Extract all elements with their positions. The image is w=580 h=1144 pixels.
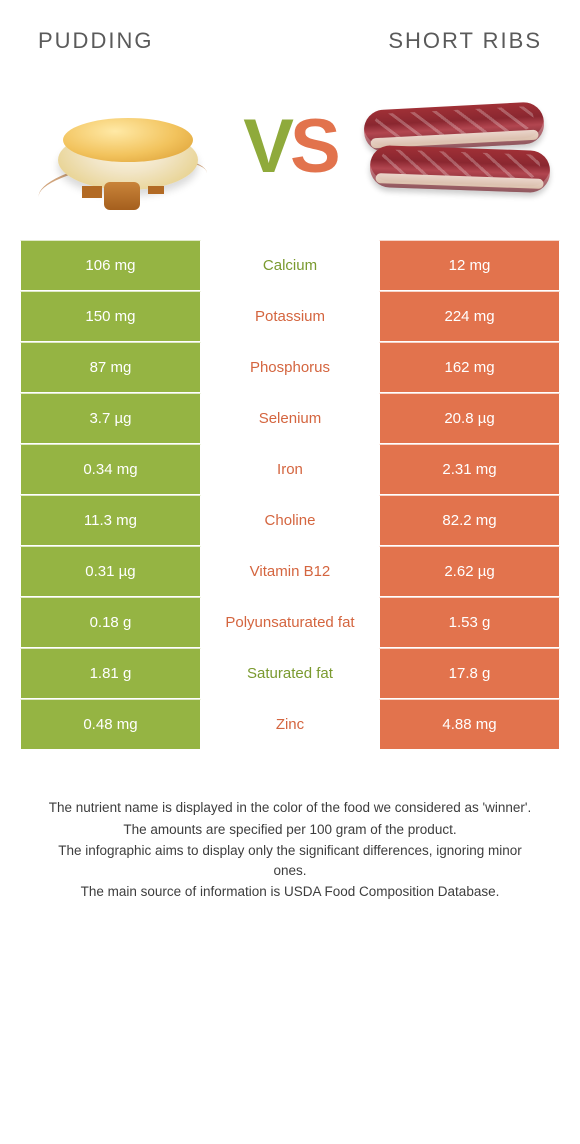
nutrient-table: 106 mgCalcium12 mg150 mgPotassium224 mg8…: [20, 240, 560, 750]
nutrient-label: Calcium: [201, 240, 379, 291]
nutrient-label: Polyunsaturated fat: [201, 597, 379, 648]
table-row: 106 mgCalcium12 mg: [20, 240, 560, 291]
nutrient-label: Iron: [201, 444, 379, 495]
table-row: 0.48 mgZinc4.88 mg: [20, 699, 560, 750]
footnotes: The nutrient name is displayed in the co…: [20, 750, 560, 910]
vs-label: VS: [243, 109, 336, 185]
pudding-image: [28, 82, 218, 212]
right-value: 2.62 µg: [379, 546, 560, 597]
table-row: 0.31 µgVitamin B122.62 µg: [20, 546, 560, 597]
right-value: 1.53 g: [379, 597, 560, 648]
table-row: 0.18 gPolyunsaturated fat1.53 g: [20, 597, 560, 648]
hero-row: VS: [20, 82, 560, 240]
table-row: 0.34 mgIron2.31 mg: [20, 444, 560, 495]
left-value: 87 mg: [20, 342, 201, 393]
vs-s: S: [290, 109, 337, 185]
food-right-title: SHORT RIBS: [388, 28, 542, 54]
right-value: 82.2 mg: [379, 495, 560, 546]
right-value: 224 mg: [379, 291, 560, 342]
right-value: 17.8 g: [379, 648, 560, 699]
nutrient-label: Selenium: [201, 393, 379, 444]
table-row: 1.81 gSaturated fat17.8 g: [20, 648, 560, 699]
left-value: 150 mg: [20, 291, 201, 342]
food-left-title: PUDDING: [38, 28, 153, 54]
right-value: 4.88 mg: [379, 699, 560, 750]
left-value: 1.81 g: [20, 648, 201, 699]
infographic: PUDDING SHORT RIBS VS 106 mgCalcium12 mg…: [0, 0, 580, 940]
left-value: 0.31 µg: [20, 546, 201, 597]
footnote-line: The nutrient name is displayed in the co…: [44, 798, 536, 818]
header: PUDDING SHORT RIBS: [20, 20, 560, 82]
footnote-line: The infographic aims to display only the…: [44, 841, 536, 880]
right-value: 162 mg: [379, 342, 560, 393]
table-row: 11.3 mgCholine82.2 mg: [20, 495, 560, 546]
nutrient-label: Zinc: [201, 699, 379, 750]
footnote-line: The main source of information is USDA F…: [44, 882, 536, 902]
nutrient-label: Potassium: [201, 291, 379, 342]
nutrient-label: Phosphorus: [201, 342, 379, 393]
table-row: 150 mgPotassium224 mg: [20, 291, 560, 342]
short-ribs-image: [362, 82, 552, 212]
table-row: 87 mgPhosphorus162 mg: [20, 342, 560, 393]
nutrient-label: Vitamin B12: [201, 546, 379, 597]
left-value: 0.18 g: [20, 597, 201, 648]
left-value: 106 mg: [20, 240, 201, 291]
footnote-line: The amounts are specified per 100 gram o…: [44, 820, 536, 840]
nutrient-label: Saturated fat: [201, 648, 379, 699]
right-value: 20.8 µg: [379, 393, 560, 444]
right-value: 12 mg: [379, 240, 560, 291]
nutrient-label: Choline: [201, 495, 379, 546]
left-value: 11.3 mg: [20, 495, 201, 546]
left-value: 0.34 mg: [20, 444, 201, 495]
left-value: 3.7 µg: [20, 393, 201, 444]
right-value: 2.31 mg: [379, 444, 560, 495]
left-value: 0.48 mg: [20, 699, 201, 750]
vs-v: V: [243, 109, 290, 185]
table-row: 3.7 µgSelenium20.8 µg: [20, 393, 560, 444]
